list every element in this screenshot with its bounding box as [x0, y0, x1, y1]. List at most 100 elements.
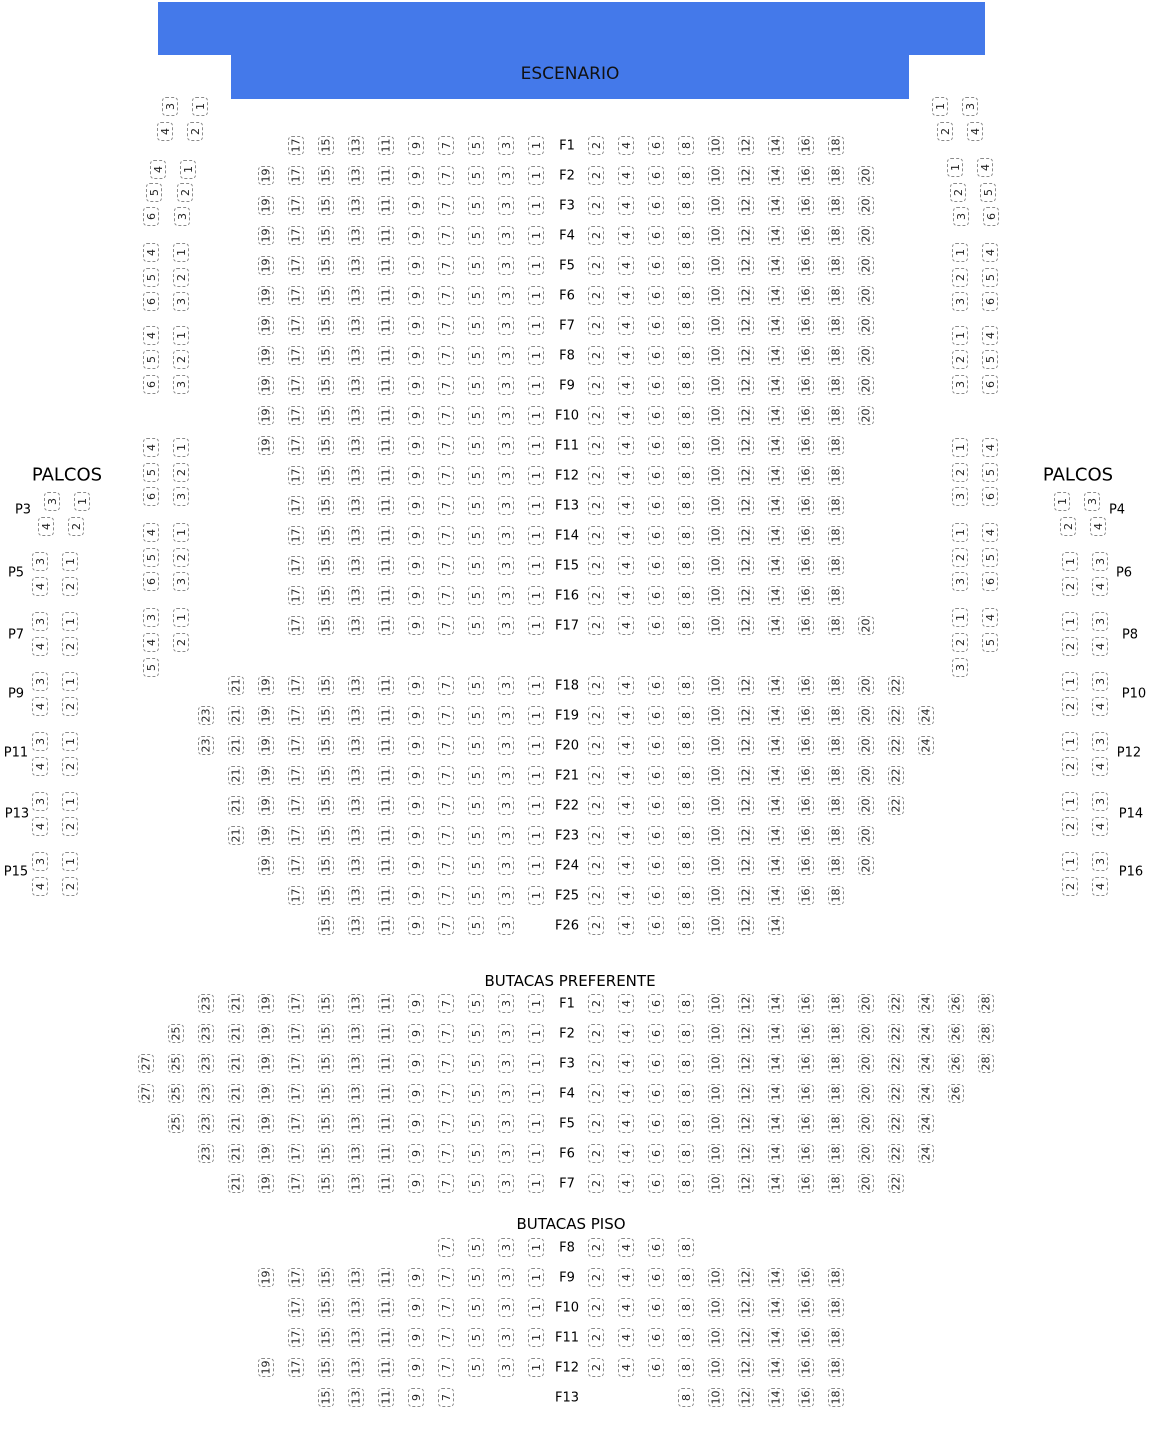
seat[interactable]: 17	[288, 136, 304, 155]
seat[interactable]: 8	[678, 826, 694, 845]
seat[interactable]: 11	[378, 1024, 394, 1043]
seat[interactable]: 15	[318, 1298, 334, 1317]
seat[interactable]: 10	[708, 676, 724, 695]
seat[interactable]: 3	[498, 994, 514, 1013]
seat[interactable]: 8	[678, 796, 694, 815]
seat[interactable]: 17	[288, 676, 304, 695]
seat[interactable]: 16	[798, 676, 814, 695]
seat[interactable]: 21	[228, 994, 244, 1013]
seat[interactable]: 20	[858, 796, 874, 815]
side-seat[interactable]: 6	[143, 207, 159, 226]
seat[interactable]: 15	[318, 1388, 334, 1407]
seat[interactable]: 17	[288, 1144, 304, 1163]
seat[interactable]: 8	[678, 994, 694, 1013]
seat[interactable]: 12	[738, 586, 754, 605]
seat[interactable]: 3	[498, 1054, 514, 1073]
seat[interactable]: 7	[438, 1238, 454, 1257]
palco-seat[interactable]: 4	[1092, 877, 1108, 896]
seat[interactable]: 11	[378, 1388, 394, 1407]
side-seat[interactable]: 3	[952, 375, 968, 394]
seat[interactable]: 1	[528, 706, 544, 725]
seat[interactable]: 7	[438, 856, 454, 875]
seat[interactable]: 1	[528, 1144, 544, 1163]
seat[interactable]: 23	[198, 1084, 214, 1103]
seat[interactable]: 2	[588, 916, 604, 935]
palco-seat[interactable]: 3	[44, 492, 60, 511]
seat[interactable]: 19	[258, 376, 274, 395]
seat[interactable]: 14	[768, 676, 784, 695]
seat[interactable]: 12	[738, 1084, 754, 1103]
seat[interactable]: 2	[588, 346, 604, 365]
seat[interactable]: 25	[168, 1024, 184, 1043]
seat[interactable]: 8	[678, 496, 694, 515]
seat[interactable]: 6	[648, 166, 664, 185]
seat[interactable]: 12	[738, 676, 754, 695]
seat[interactable]: 6	[648, 1114, 664, 1133]
seat[interactable]: 1	[528, 1358, 544, 1377]
seat[interactable]: 7	[438, 556, 454, 575]
seat[interactable]: 6	[648, 1238, 664, 1257]
seat[interactable]: 6	[648, 1084, 664, 1103]
seat[interactable]: 1	[528, 826, 544, 845]
seat[interactable]: 13	[348, 736, 364, 755]
seat[interactable]: 20	[858, 1054, 874, 1073]
seat[interactable]: 9	[408, 676, 424, 695]
seat[interactable]: 12	[738, 1328, 754, 1347]
seat[interactable]: 4	[618, 496, 634, 515]
seat[interactable]: 6	[648, 406, 664, 425]
seat[interactable]: 13	[348, 526, 364, 545]
seat[interactable]: 1	[528, 466, 544, 485]
seat[interactable]: 4	[618, 406, 634, 425]
seat[interactable]: 16	[798, 886, 814, 905]
seat[interactable]: 14	[768, 886, 784, 905]
side-seat[interactable]: 2	[187, 122, 203, 141]
seat[interactable]: 8	[678, 1174, 694, 1193]
seat[interactable]: 9	[408, 1298, 424, 1317]
seat[interactable]: 12	[738, 1174, 754, 1193]
seat[interactable]: 10	[708, 1084, 724, 1103]
seat[interactable]: 18	[828, 1054, 844, 1073]
seat[interactable]: 2	[588, 736, 604, 755]
seat[interactable]: 1	[528, 1268, 544, 1287]
seat[interactable]: 19	[258, 676, 274, 695]
seat[interactable]: 18	[828, 736, 844, 755]
palco-seat[interactable]: 1	[62, 792, 78, 811]
palco-seat[interactable]: 2	[62, 757, 78, 776]
seat[interactable]: 9	[408, 556, 424, 575]
side-seat[interactable]: 1	[932, 97, 948, 116]
palco-seat[interactable]: 3	[1084, 492, 1100, 511]
side-seat[interactable]: 1	[173, 608, 189, 627]
seat[interactable]: 5	[468, 994, 484, 1013]
seat[interactable]: 13	[348, 886, 364, 905]
seat[interactable]: 2	[588, 496, 604, 515]
seat[interactable]: 8	[678, 1054, 694, 1073]
seat[interactable]: 1	[528, 796, 544, 815]
seat[interactable]: 17	[288, 736, 304, 755]
seat[interactable]: 18	[828, 886, 844, 905]
seat[interactable]: 13	[348, 586, 364, 605]
seat[interactable]: 12	[738, 136, 754, 155]
seat[interactable]: 9	[408, 1358, 424, 1377]
seat[interactable]: 17	[288, 616, 304, 635]
seat[interactable]: 13	[348, 1358, 364, 1377]
seat[interactable]: 9	[408, 496, 424, 515]
seat[interactable]: 19	[258, 226, 274, 245]
seat[interactable]: 4	[618, 706, 634, 725]
side-seat[interactable]: 4	[143, 438, 159, 457]
seat[interactable]: 13	[348, 796, 364, 815]
seat[interactable]: 8	[678, 1328, 694, 1347]
seat[interactable]: 8	[678, 676, 694, 695]
seat[interactable]: 8	[678, 706, 694, 725]
seat[interactable]: 3	[498, 676, 514, 695]
seat[interactable]: 2	[588, 1054, 604, 1073]
seat[interactable]: 3	[498, 886, 514, 905]
seat[interactable]: 8	[678, 376, 694, 395]
seat[interactable]: 8	[678, 1268, 694, 1287]
palco-seat[interactable]: 2	[1060, 517, 1076, 536]
seat[interactable]: 19	[258, 826, 274, 845]
seat[interactable]: 18	[828, 676, 844, 695]
seat[interactable]: 23	[198, 706, 214, 725]
seat[interactable]: 8	[678, 916, 694, 935]
seat[interactable]: 15	[318, 916, 334, 935]
seat[interactable]: 13	[348, 616, 364, 635]
